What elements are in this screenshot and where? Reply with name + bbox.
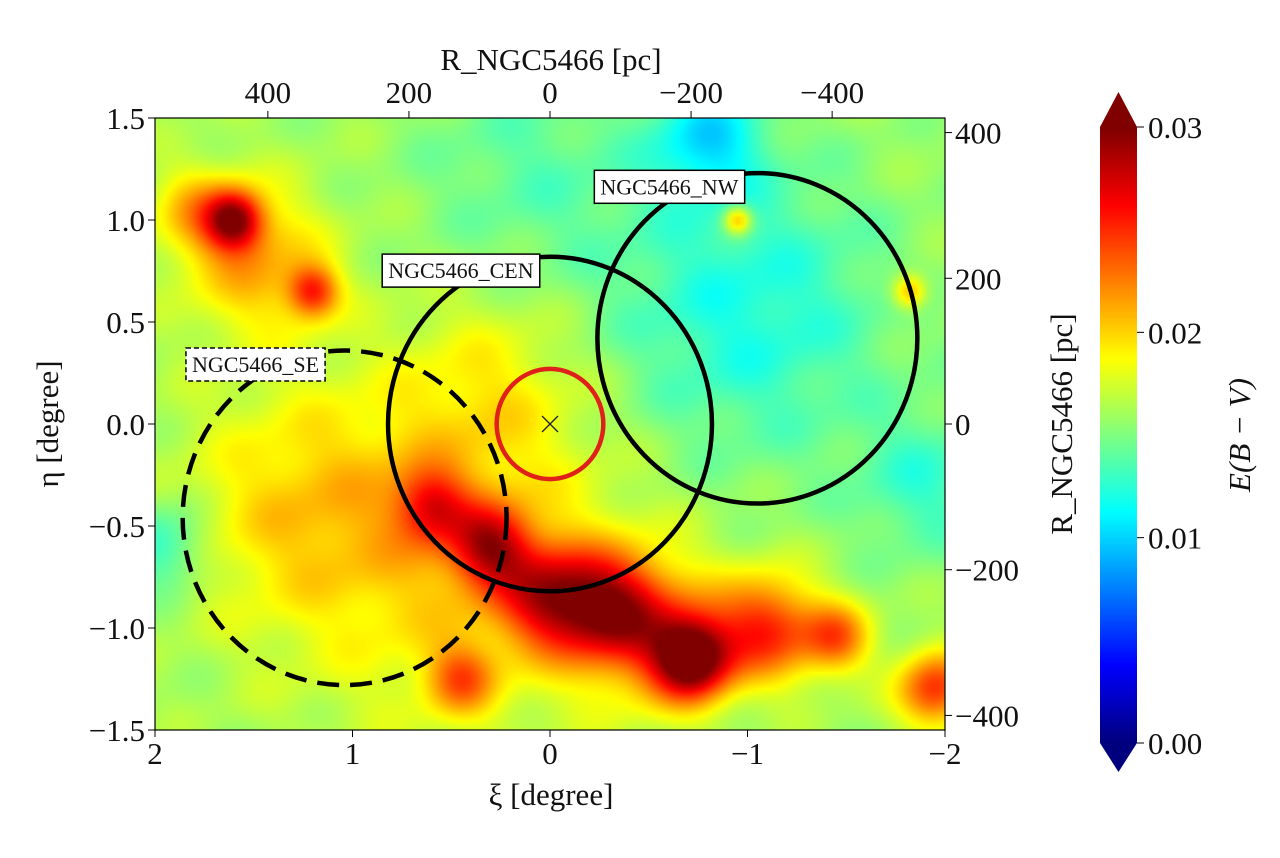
x-tick-label: 2 <box>147 736 163 771</box>
ngc5466-cen-label-box: NGC5466_CEN <box>381 253 541 288</box>
right-tick-label: 400 <box>955 116 1002 151</box>
center-x-marker <box>541 415 559 433</box>
ngc5466-nw-label-box: NGC5466_NW <box>593 169 746 205</box>
x-tick-label: 1 <box>345 736 361 771</box>
y-axis-label: η [degree] <box>30 360 65 487</box>
ngc5466-cen-label: NGC5466_CEN <box>388 258 534 283</box>
ngc5466-se-circle <box>180 348 509 688</box>
x-tick-label: −1 <box>731 736 764 771</box>
ngc5466-se-label-box: NGC5466_SE <box>185 347 326 382</box>
label-box-frame <box>381 253 541 288</box>
colorbar-max-extension <box>1100 92 1137 127</box>
colorbar-tick-label: 0.03 <box>1148 110 1202 145</box>
label-box-frame <box>185 347 326 382</box>
top-axis-label: R_NGC5466 [pc] <box>440 42 661 77</box>
right-tick-label: −400 <box>955 698 1019 733</box>
top-tick-label: 0 <box>542 75 558 110</box>
right-tick-label: 0 <box>955 407 971 442</box>
regions: NGC5466_CEN NGC5466_NW NGC5466_SE <box>180 169 920 688</box>
y-tick-label: 0.5 <box>106 305 145 340</box>
y-tick-label: −0.5 <box>89 509 145 544</box>
right-tick-label: 200 <box>955 261 1002 296</box>
y-tick-label: 1.0 <box>106 203 145 238</box>
x-tick-label: −2 <box>929 736 962 771</box>
right-tick-label: −200 <box>955 553 1019 588</box>
y-tick-label: −1.0 <box>89 611 145 646</box>
ngc5466-nw-circle <box>595 170 920 506</box>
x-tick-label: 0 <box>542 736 558 771</box>
y-tick-label: 1.5 <box>106 101 145 136</box>
colorbar-tick-label: 0.01 <box>1148 521 1202 556</box>
marker-stroke <box>541 415 559 433</box>
colorbar <box>1100 127 1137 743</box>
top-tick-label: 200 <box>386 75 433 110</box>
label-box-frame <box>593 169 746 205</box>
colorbar-tick-label: 0.00 <box>1148 726 1202 761</box>
top-tick-label: −400 <box>800 75 864 110</box>
top-tick-label: −200 <box>659 75 723 110</box>
y-tick-label: −1.5 <box>89 713 145 748</box>
ngc5466-se-label: NGC5466_SE <box>192 352 319 377</box>
cluster-core-circle <box>494 366 606 482</box>
colorbar-min-extension <box>1100 743 1137 772</box>
top-tick-label: 400 <box>245 75 292 110</box>
y-tick-label: 0.0 <box>106 407 145 442</box>
ngc5466-nw-label: NGC5466_NW <box>600 174 738 199</box>
right-axis-label: R_NGC5466 [pc] <box>1044 313 1079 534</box>
x-axis-label: ξ [degree] <box>489 777 614 812</box>
colorbar-tick-label: 0.02 <box>1148 315 1202 350</box>
ngc5466-cen-circle <box>385 254 715 594</box>
ticks: 2 1 0 −1 −2 −1.5 −1.0 −0.5 0.0 0.5 1.0 1.5 400 200 0 −2… <box>89 75 1202 771</box>
colorbar-label: E(B − V) <box>1222 378 1257 493</box>
